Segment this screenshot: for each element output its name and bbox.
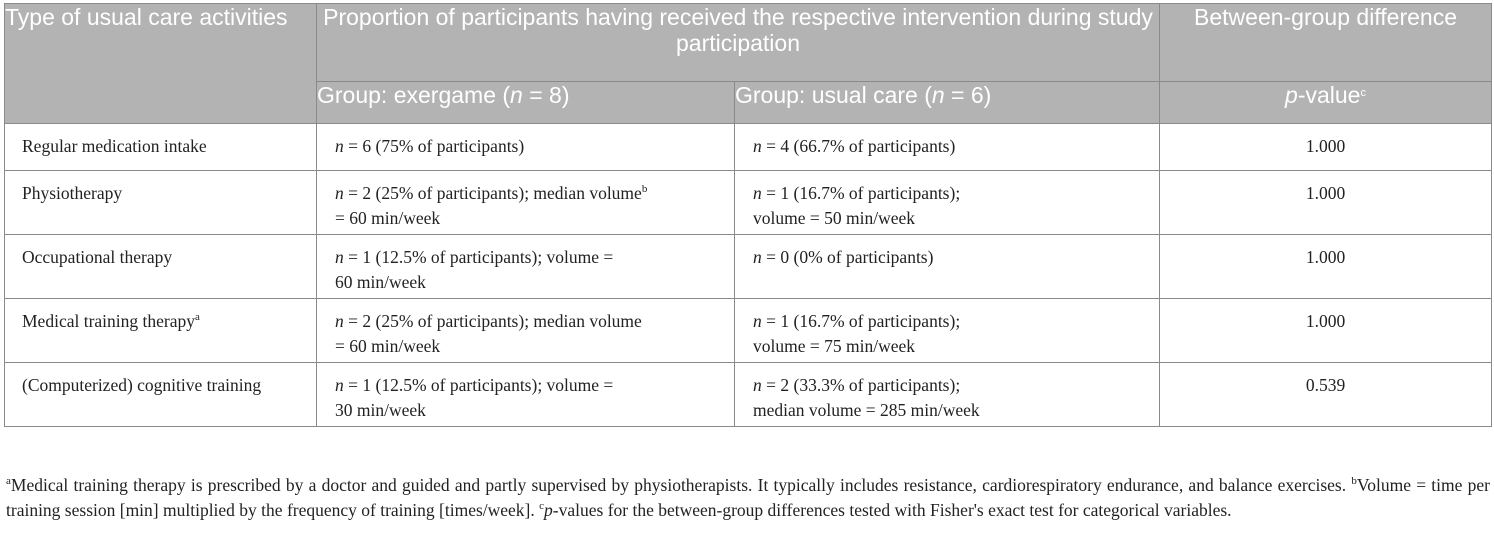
header-row-2: Group: exergame (n = 8) Group: usual car…	[5, 81, 1493, 124]
cell-text: = 1 (16.7% of participants);	[761, 183, 961, 203]
cell-text: = 6 (75% of participants)	[343, 136, 525, 156]
cell-activity: Occupational therapy	[4, 234, 317, 299]
cell-text: median volume = 285 min/week	[753, 400, 980, 420]
table-row: Occupational therapy n = 1 (12.5% of part…	[4, 234, 1493, 299]
footnote-a-text: Medical training therapy is prescribed b…	[10, 475, 1352, 495]
exergame-prefix: Group: exergame (	[317, 82, 511, 108]
table-row: Physiotherapy n = 2 (25% of participants)…	[4, 170, 1493, 235]
header-proportion: Proportion of participants having receiv…	[315, 3, 1161, 82]
cell-text: = 1 (16.7% of participants);	[761, 311, 961, 331]
cell-text: = 1 (12.5% of participants); volume =	[343, 375, 614, 395]
cell-exergame: n = 6 (75% of participants)	[316, 123, 735, 171]
header-p-value: p-valuec	[1159, 81, 1493, 124]
footnote-c-p: p	[544, 500, 553, 520]
cell-text: = 2 (25% of participants); median volume	[343, 311, 642, 331]
table-row: Regular medication intake n = 6 (75% of p…	[4, 123, 1493, 171]
cell-p-value: 0.539	[1159, 362, 1493, 427]
activity-footnote-mark: a	[195, 311, 200, 323]
n-symbol: n	[753, 247, 762, 267]
cell-text: volume = 75 min/week	[753, 336, 915, 356]
usual-prefix: Group: usual care (	[735, 82, 932, 108]
cell-text: volume = 50 min/week	[753, 208, 915, 228]
cell-activity: (Computerized) cognitive training	[4, 362, 317, 427]
cell-text: 30 min/week	[335, 400, 426, 420]
n-symbol: n	[753, 136, 762, 156]
cell-exergame: n = 2 (25% of participants); median volu…	[316, 170, 735, 235]
cell-activity: Medical training therapya	[4, 298, 317, 363]
p-suffix: -value	[1297, 82, 1361, 108]
cell-text: = 4 (66.7% of participants)	[761, 136, 956, 156]
n-symbol: n	[753, 375, 762, 395]
footnote-b-text: Volume = time per training session [min]…	[6, 475, 1490, 520]
activity-label: Medical training therapy	[22, 311, 195, 331]
activity-label: Occupational therapy	[22, 247, 173, 267]
cell-text: = 2 (33.3% of participants);	[761, 375, 961, 395]
activity-label: Physiotherapy	[22, 183, 123, 203]
footnote-mark: b	[641, 183, 648, 195]
cell-p-value: 1.000	[1159, 170, 1493, 235]
n-symbol: n	[510, 82, 523, 108]
cell-activity: Physiotherapy	[4, 170, 317, 235]
n-symbol: n	[931, 82, 945, 108]
table-body: Regular medication intake n = 6 (75% of p…	[4, 123, 1493, 427]
usual-n: = 6)	[944, 82, 992, 108]
cell-usual: n = 1 (16.7% of participants); volume = 5…	[733, 170, 1161, 235]
cell-p-value: 1.000	[1159, 298, 1493, 363]
table-row: Medical training therapya n = 2 (25% of p…	[4, 298, 1493, 363]
cell-text: = 1 (12.5% of participants); volume =	[343, 247, 614, 267]
header-row-1: Type of usual care activities Proportion…	[4, 3, 1493, 124]
usual-care-table: Type of usual care activities Proportion…	[4, 3, 1493, 427]
table-row: (Computerized) cognitive training n = 1 (…	[4, 362, 1493, 427]
n-symbol: n	[335, 136, 344, 156]
cell-text: 60 min/week	[335, 272, 426, 292]
activity-label: (Computerized) cognitive training	[22, 375, 262, 395]
n-symbol: n	[753, 183, 762, 203]
cell-text: = 2 (25% of participants); median volume	[343, 183, 642, 203]
cell-text: = 60 min/week	[335, 336, 441, 356]
exergame-n: = 8)	[522, 82, 570, 108]
cell-text: = 60 min/week	[335, 208, 441, 228]
cell-activity: Regular medication intake	[4, 123, 317, 171]
footnote-a-mark: a	[6, 475, 11, 487]
cell-exergame: n = 1 (12.5% of participants); volume = 3…	[316, 362, 735, 427]
header-activity-type: Type of usual care activities	[4, 3, 317, 124]
cell-exergame: n = 1 (12.5% of participants); volume = 6…	[316, 234, 735, 299]
cell-exergame: n = 2 (25% of participants); median volu…	[316, 298, 735, 363]
header-between-group: Between-group difference	[1159, 3, 1493, 82]
cell-usual: n = 1 (16.7% of participants); volume = 7…	[733, 298, 1161, 363]
header-exergame-group: Group: exergame (n = 8)	[316, 81, 735, 124]
cell-p-value: 1.000	[1159, 123, 1493, 171]
footnote-c-text: -values for the between-group difference…	[552, 500, 1232, 520]
header-usual-care-group: Group: usual care (n = 6)	[733, 81, 1161, 124]
n-symbol: n	[753, 311, 762, 331]
p-footnote-mark: c	[1360, 87, 1366, 99]
cell-usual: n = 0 (0% of participants)	[733, 234, 1161, 299]
n-symbol: n	[335, 311, 344, 331]
n-symbol: n	[335, 375, 344, 395]
n-symbol: n	[335, 247, 344, 267]
table-footnotes: aMedical training therapy is prescribed …	[6, 473, 1490, 523]
cell-text: = 0 (0% of participants)	[761, 247, 934, 267]
footnote-b-mark: b	[1351, 475, 1357, 487]
cell-p-value: 1.000	[1159, 234, 1493, 299]
cell-usual: n = 4 (66.7% of participants)	[733, 123, 1161, 171]
activity-label: Regular medication intake	[22, 136, 207, 156]
p-symbol: p	[1285, 82, 1298, 108]
footnote-c-mark: c	[539, 500, 545, 512]
cell-usual: n = 2 (33.3% of participants); median vol…	[733, 362, 1161, 427]
n-symbol: n	[335, 183, 344, 203]
